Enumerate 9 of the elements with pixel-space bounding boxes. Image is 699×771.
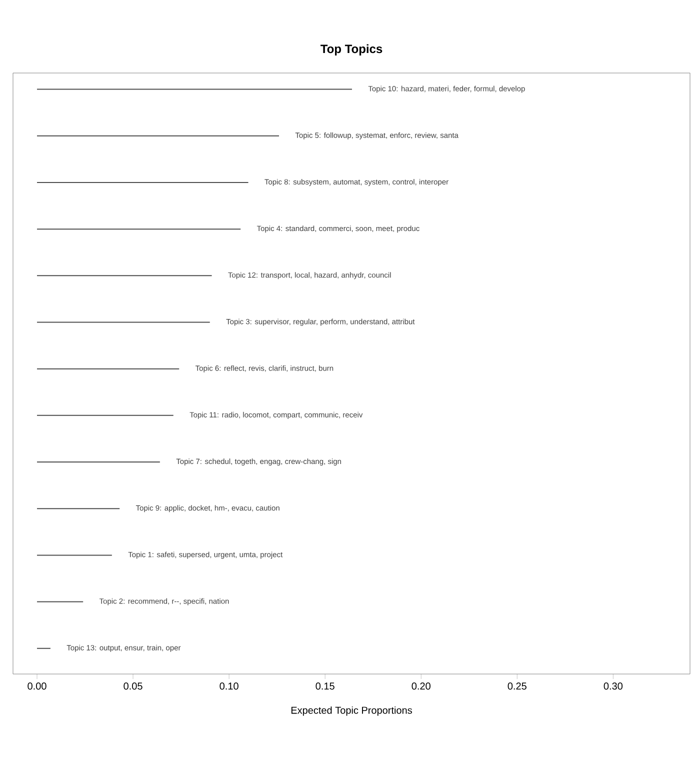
x-tick-label: 0.00	[28, 682, 46, 690]
chart-title: Top Topics	[320, 44, 382, 56]
x-tick-label: 0.20	[412, 682, 430, 690]
x-axis-title: Expected Topic Proportions	[291, 706, 412, 716]
x-tick-label: 0.15	[316, 682, 334, 690]
x-tick-label: 0.30	[604, 682, 623, 690]
x-tick-label: 0.10	[220, 682, 238, 690]
x-tick-label: 0.25	[508, 682, 526, 690]
x-tick-label: 0.05	[124, 682, 142, 690]
